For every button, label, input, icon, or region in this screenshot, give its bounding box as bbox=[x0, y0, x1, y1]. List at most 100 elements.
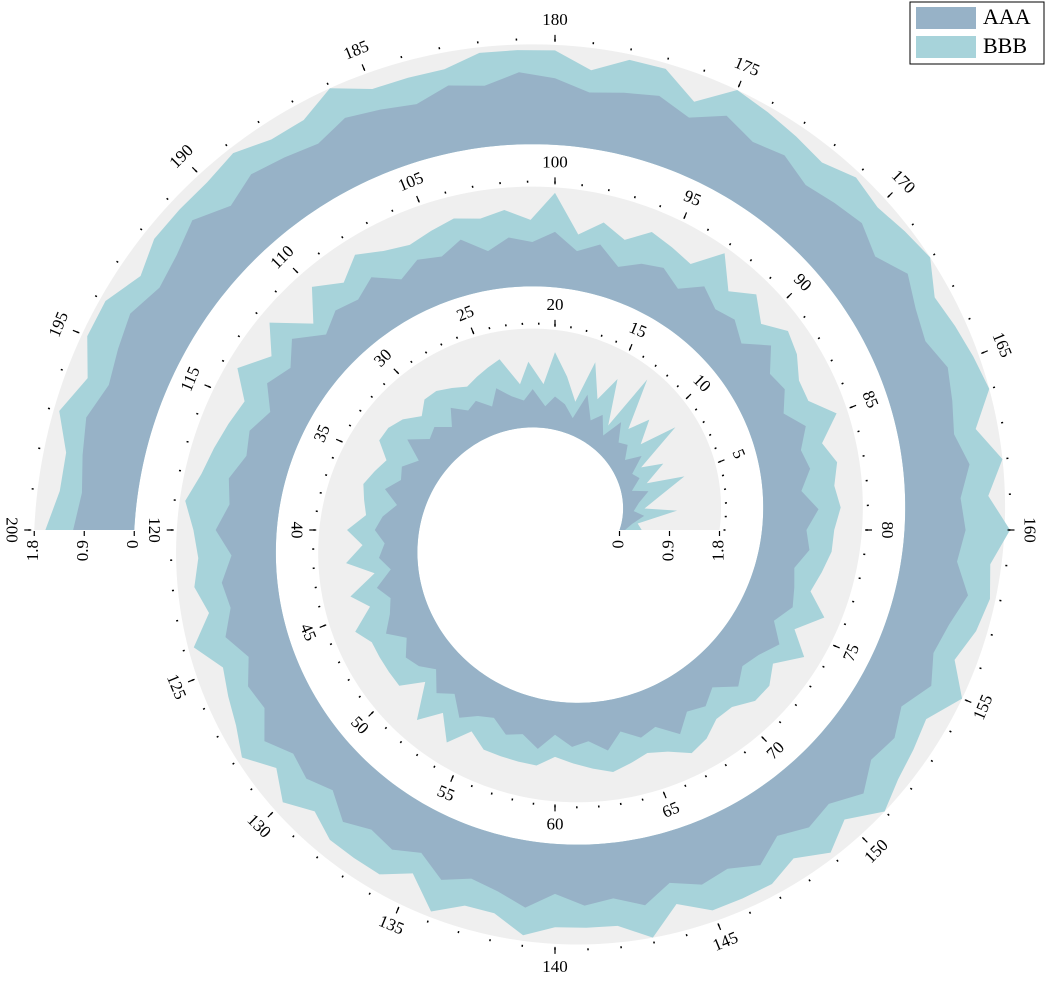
x-tick bbox=[850, 405, 856, 408]
minor-tick bbox=[779, 722, 781, 723]
x-tick-label: 20 bbox=[547, 295, 564, 314]
minor-tick bbox=[292, 101, 293, 103]
minor-tick bbox=[411, 361, 412, 363]
minor-tick bbox=[862, 169, 863, 171]
x-tick-label: 110 bbox=[267, 242, 298, 273]
x-tick bbox=[471, 328, 474, 334]
minor-tick bbox=[338, 662, 340, 663]
x-tick bbox=[718, 923, 721, 929]
r-tick-label: 1.8 bbox=[23, 540, 42, 561]
minor-tick bbox=[226, 144, 227, 146]
minor-tick bbox=[695, 409, 697, 410]
minor-tick bbox=[842, 383, 844, 384]
minor-tick bbox=[804, 122, 805, 124]
minor-tick bbox=[445, 192, 446, 194]
x-tick-label: 60 bbox=[547, 814, 564, 833]
minor-tick bbox=[471, 785, 472, 787]
x-tick-label: 55 bbox=[434, 781, 457, 805]
minor-tick bbox=[317, 857, 318, 859]
x-tick bbox=[833, 645, 839, 648]
minor-tick bbox=[616, 341, 617, 343]
minor-tick bbox=[770, 277, 771, 279]
minor-tick bbox=[844, 624, 846, 625]
minor-tick bbox=[327, 83, 328, 85]
minor-tick bbox=[834, 144, 835, 146]
minor-tick bbox=[385, 727, 386, 729]
x-tick-label: 5 bbox=[728, 446, 749, 461]
minor-tick bbox=[196, 413, 198, 414]
x-tick-label: 120 bbox=[145, 517, 164, 543]
minor-tick bbox=[818, 338, 820, 339]
x-tick bbox=[686, 394, 691, 399]
minor-tick bbox=[318, 253, 319, 255]
x-tick-label: 90 bbox=[790, 269, 815, 294]
x-tick-label: 165 bbox=[989, 329, 1016, 360]
x-tick-label: 10 bbox=[689, 370, 714, 395]
minor-tick bbox=[425, 352, 426, 354]
x-tick bbox=[205, 385, 211, 388]
minor-tick bbox=[837, 860, 838, 862]
x-tick bbox=[188, 679, 194, 682]
x-tick bbox=[192, 167, 197, 172]
minor-tick bbox=[686, 934, 687, 936]
x-tick bbox=[787, 293, 792, 298]
minor-tick bbox=[203, 708, 205, 709]
minor-tick bbox=[888, 814, 890, 815]
x-tick-label: 80 bbox=[878, 522, 897, 539]
minor-tick bbox=[858, 431, 860, 432]
minor-tick bbox=[489, 327, 490, 329]
minor-tick bbox=[780, 897, 781, 899]
minor-tick bbox=[238, 336, 240, 337]
x-tick-label: 100 bbox=[542, 152, 568, 171]
x-tick-label: 185 bbox=[341, 36, 372, 63]
minor-tick bbox=[931, 760, 933, 761]
minor-tick bbox=[980, 668, 982, 669]
x-tick bbox=[293, 268, 298, 273]
x-tick-label: 180 bbox=[542, 10, 568, 29]
minor-tick bbox=[952, 285, 954, 286]
minor-tick bbox=[217, 736, 219, 737]
minor-tick bbox=[369, 893, 370, 895]
x-tick bbox=[663, 792, 666, 798]
x-tick bbox=[394, 369, 399, 374]
minor-tick bbox=[772, 102, 773, 104]
minor-tick bbox=[709, 434, 711, 435]
x-tick bbox=[73, 330, 79, 333]
minor-tick bbox=[434, 766, 435, 768]
minor-tick bbox=[667, 375, 668, 377]
minor-tick bbox=[360, 410, 362, 411]
minor-tick bbox=[348, 679, 350, 680]
minor-tick bbox=[715, 448, 717, 449]
minor-tick bbox=[457, 337, 458, 339]
minor-tick bbox=[233, 763, 235, 764]
x-tick bbox=[684, 212, 687, 218]
x-tick-label: 125 bbox=[163, 671, 190, 702]
minor-tick bbox=[655, 365, 656, 367]
minor-tick bbox=[725, 764, 726, 766]
x-tick-label: 135 bbox=[376, 911, 407, 938]
minor-tick bbox=[750, 259, 751, 261]
minor-tick bbox=[933, 254, 935, 255]
minor-tick bbox=[140, 229, 142, 230]
minor-tick bbox=[330, 644, 332, 645]
x-tick-label: 35 bbox=[310, 422, 334, 445]
minor-tick bbox=[392, 210, 393, 212]
x-tick-label: 85 bbox=[858, 388, 882, 411]
minor-tick bbox=[400, 741, 401, 743]
legend-label: AAA bbox=[983, 4, 1031, 29]
minor-tick bbox=[427, 921, 428, 923]
minor-tick bbox=[950, 731, 952, 732]
minor-tick bbox=[359, 696, 361, 697]
minor-tick bbox=[744, 752, 745, 754]
minor-tick bbox=[342, 236, 343, 238]
minor-tick bbox=[642, 799, 643, 801]
x-tick bbox=[965, 700, 971, 703]
minor-tick bbox=[643, 356, 644, 358]
r-tick-label: 0 bbox=[608, 540, 627, 549]
minor-tick bbox=[293, 836, 294, 838]
minor-tick bbox=[61, 369, 63, 370]
x-tick-label: 140 bbox=[542, 957, 568, 976]
x-tick bbox=[336, 439, 342, 442]
minor-tick bbox=[332, 457, 334, 458]
